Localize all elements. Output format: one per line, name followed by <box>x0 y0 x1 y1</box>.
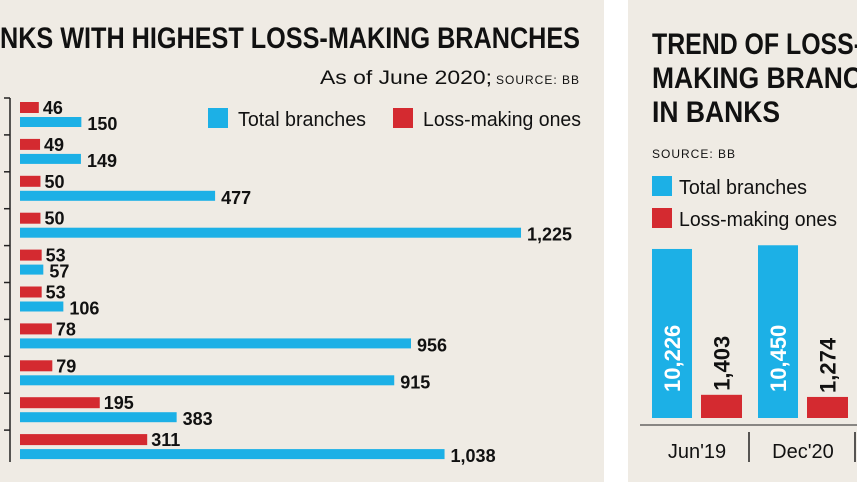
chart-title: TREND OF LOSS- <box>652 28 857 61</box>
value-label: 1,274 <box>816 337 841 393</box>
source: SOURCE: BB <box>652 147 736 161</box>
bar <box>20 117 82 127</box>
bar <box>20 375 395 386</box>
bar <box>20 264 44 275</box>
chart-title: NKS WITH HIGHEST LOSS-MAKING BRANCHES <box>0 22 580 55</box>
legend-label: Loss-making ones <box>679 209 837 231</box>
value-label: 477 <box>221 188 251 208</box>
value-label: 956 <box>417 335 447 355</box>
value-label: 311 <box>151 430 180 450</box>
bar <box>20 397 100 409</box>
value-label: 915 <box>400 372 430 392</box>
bar <box>20 227 522 238</box>
bar <box>701 394 742 418</box>
bar <box>20 102 39 113</box>
value-label: 78 <box>56 319 76 339</box>
value-label: 10,450 <box>766 325 791 392</box>
x-tick-label: Jun'19 <box>668 441 726 463</box>
legend-swatch <box>393 108 413 128</box>
left-panel <box>0 0 604 482</box>
value-label: 383 <box>183 409 213 429</box>
bar <box>652 248 692 418</box>
source: SOURCE: BB <box>496 73 580 87</box>
bar <box>20 138 41 150</box>
value-label: 1,403 <box>710 336 735 391</box>
value-label: 49 <box>44 135 64 155</box>
bar <box>20 449 445 460</box>
legend-swatch <box>652 208 672 228</box>
bar <box>20 434 148 446</box>
legend-label: Loss-making ones <box>423 109 581 131</box>
bar <box>20 412 177 423</box>
value-label: 79 <box>56 356 76 376</box>
value-label: 150 <box>87 114 117 134</box>
legend-label: Total branches <box>679 177 807 199</box>
legend-label: Total branches <box>238 109 366 131</box>
chart-title: MAKING BRANC <box>652 62 857 95</box>
bar <box>807 396 848 418</box>
value-label: 1,225 <box>527 225 572 245</box>
value-label: 53 <box>46 246 66 266</box>
value-label: 10,226 <box>660 325 685 392</box>
bar <box>20 212 41 224</box>
value-label: 50 <box>44 172 64 192</box>
bar <box>20 323 52 335</box>
value-label: 106 <box>69 299 99 319</box>
chart-title: IN BANKS <box>652 96 780 129</box>
bar <box>20 249 42 261</box>
note: As of June 2020; <box>320 68 492 89</box>
value-label: 53 <box>46 283 66 303</box>
bar <box>20 286 42 298</box>
bar <box>20 175 41 187</box>
bar <box>20 190 216 201</box>
bar <box>758 245 798 418</box>
bar <box>20 360 53 372</box>
x-tick-label: Dec'20 <box>772 441 834 463</box>
value-label: 149 <box>87 151 117 171</box>
legend-swatch <box>652 176 672 196</box>
value-label: 57 <box>49 262 69 282</box>
value-label: 50 <box>44 209 64 229</box>
value-label: 46 <box>43 98 63 118</box>
value-label: 1,038 <box>451 446 496 466</box>
bar <box>20 338 412 349</box>
bar <box>20 153 81 164</box>
value-label: 195 <box>104 393 134 413</box>
bar <box>20 301 64 312</box>
legend-swatch <box>208 108 228 128</box>
